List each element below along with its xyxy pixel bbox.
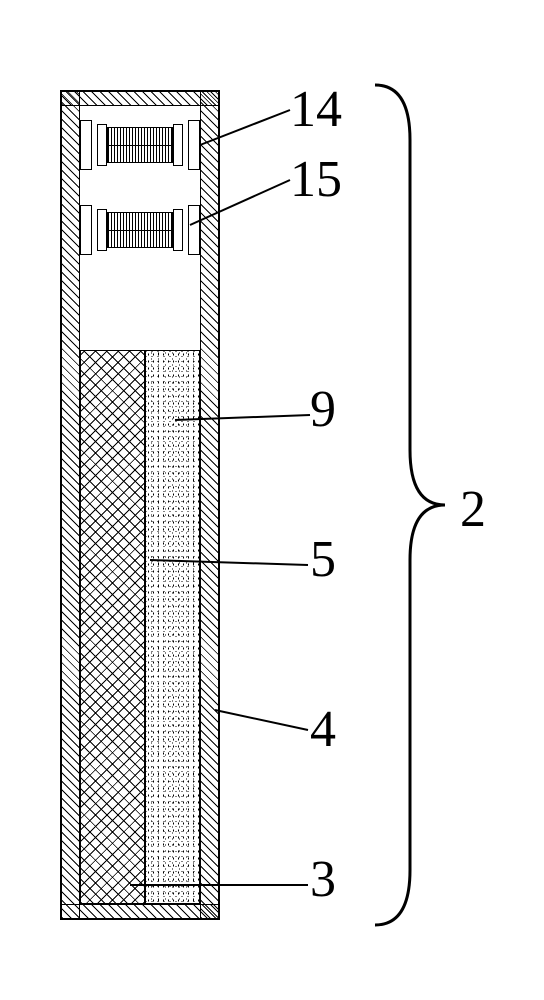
spool-flange xyxy=(188,120,200,170)
crosshatch-fill-3 xyxy=(80,350,145,904)
callout-label-15: 15 xyxy=(290,150,342,209)
callout-label-14: 14 xyxy=(290,80,342,139)
callout-label-3: 3 xyxy=(310,850,336,909)
spool-flange-inner xyxy=(97,209,107,251)
spool-flange-inner xyxy=(173,124,183,166)
stipple-fill-5-9 xyxy=(145,350,200,904)
wall-bottom-hatch xyxy=(62,904,218,918)
wall-top-hatch xyxy=(62,92,218,106)
spool-axis-line xyxy=(108,230,172,231)
spool-core-lined xyxy=(107,127,173,163)
assembly-brace-2 xyxy=(370,80,450,930)
callout-label-9: 9 xyxy=(310,380,336,439)
brace-path xyxy=(375,85,445,925)
spool-axis-line xyxy=(108,145,172,146)
callout-label-4: 4 xyxy=(310,700,336,759)
leader-line-4 xyxy=(215,710,308,730)
spool-flange xyxy=(80,120,92,170)
lower-fill-section xyxy=(80,350,200,904)
spool-component-15 xyxy=(80,205,200,255)
spool-flange-inner xyxy=(97,124,107,166)
spool-core-lined xyxy=(107,212,173,248)
spool-flange xyxy=(80,205,92,255)
wall-right-hatch xyxy=(200,92,218,918)
cylinder-cross-section xyxy=(60,90,220,920)
callout-label-2: 2 xyxy=(460,480,486,539)
spool-flange xyxy=(188,205,200,255)
spool-component-14 xyxy=(80,120,200,170)
spool-flange-inner xyxy=(173,209,183,251)
callout-label-5: 5 xyxy=(310,530,336,589)
wall-left-hatch xyxy=(62,92,80,918)
